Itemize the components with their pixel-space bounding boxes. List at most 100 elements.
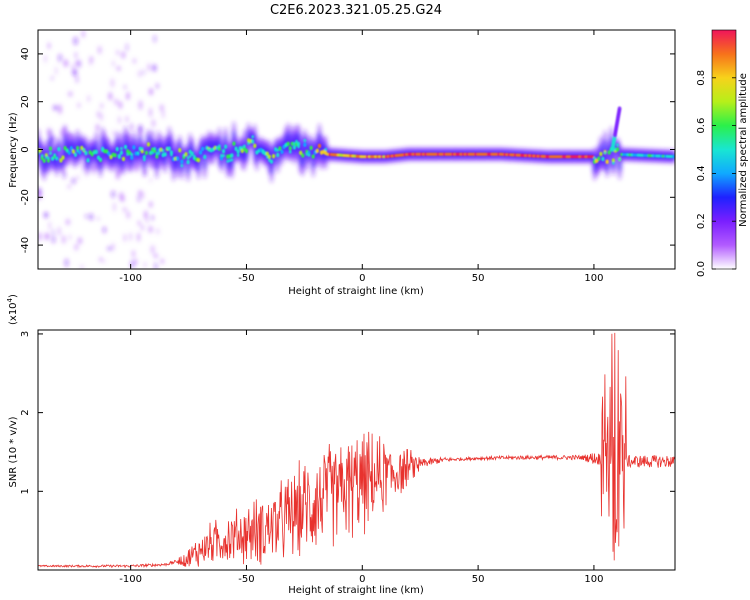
heatmap-cell	[76, 145, 80, 151]
heatmap-speckle	[77, 237, 83, 245]
spectrogram-ticks: -100 -50 0 50 100 -40 -20 0 20 40	[20, 30, 675, 284]
heatmap-branch-cell	[617, 106, 622, 112]
heatmap-cell	[303, 142, 307, 147]
heatmap-cell	[170, 153, 173, 157]
heatmap-cell	[140, 146, 144, 151]
heatmap-cell	[151, 151, 155, 155]
heatmap-speckle	[122, 207, 127, 213]
heatmap-cell	[236, 149, 240, 154]
heatmap-cell	[130, 155, 134, 160]
heatmap-speckle	[112, 130, 115, 136]
figure-title: C2E6.2023.321.05.25.G24	[270, 3, 442, 18]
heatmap-cell	[217, 144, 221, 148]
heatmap-speckle	[47, 42, 51, 50]
heatmap-speckle	[111, 242, 115, 252]
heatmap-speckle	[154, 262, 158, 269]
heatmap-cell	[593, 156, 597, 160]
heatmap-cell	[265, 151, 269, 156]
heatmap-cell	[61, 155, 65, 160]
heatmap-speckle	[97, 46, 102, 55]
spectrogram-heatmap	[38, 30, 675, 269]
colorbar-tick-label: 0.6	[696, 118, 707, 134]
x-tick-label: 0	[359, 273, 365, 284]
y-tick-label: 20	[20, 95, 31, 108]
heatmap-cell	[601, 156, 605, 162]
heatmap-cell	[121, 156, 126, 162]
heatmap-speckle	[81, 30, 85, 38]
heatmap-speckle	[121, 51, 126, 59]
heatmap-speckle	[67, 184, 71, 189]
colorbar-label: Normalized spectral amplitude	[738, 73, 749, 227]
snr-ticks: -100 -50 0 50 100 1 2 3	[20, 330, 675, 585]
heatmap-cell	[274, 147, 278, 151]
heatmap-cell	[236, 153, 240, 157]
heatmap-speckle	[61, 235, 67, 244]
y-tick-label: 40	[20, 48, 31, 61]
heatmap-cell	[119, 150, 123, 155]
heatmap-cell	[140, 149, 144, 154]
heatmap-cell	[230, 153, 234, 158]
heatmap-cell	[299, 150, 303, 156]
heatmap-cell	[290, 141, 294, 147]
heatmap-speckle	[112, 60, 115, 67]
heatmap-cell	[618, 157, 622, 161]
heatmap-speckle	[58, 104, 62, 115]
heatmap-speckle	[76, 175, 80, 180]
heatmap-speckle	[108, 92, 113, 101]
heatmap-cell	[232, 141, 236, 146]
heatmap-speckle	[150, 245, 156, 254]
heatmap-cell	[48, 146, 53, 151]
heatmap-speckle	[143, 210, 148, 220]
heatmap-cell	[615, 147, 620, 152]
heatmap-cell	[247, 141, 250, 146]
heatmap-speckle	[132, 58, 137, 64]
heatmap-cell	[184, 152, 188, 157]
heatmap-cell	[117, 155, 121, 159]
heatmap-speckle	[124, 85, 127, 90]
heatmap-cell	[251, 139, 255, 144]
heatmap-speckle	[147, 63, 151, 72]
heatmap-cell	[69, 146, 73, 151]
heatmap-cell	[124, 145, 127, 149]
heatmap-cell	[49, 151, 52, 155]
heatmap-cell	[167, 146, 171, 151]
heatmap-cell	[278, 146, 282, 151]
heatmap-cell	[605, 159, 609, 164]
colorbar-ticks: 0.0 0.2 0.4 0.6 0.8	[696, 70, 736, 277]
y-tick-label: 1	[20, 488, 31, 494]
heatmap-cell	[292, 145, 297, 150]
heatmap-cell	[113, 153, 117, 158]
heatmap-cell	[188, 154, 192, 158]
heatmap-speckle	[159, 104, 164, 112]
heatmap-cell	[180, 159, 184, 164]
heatmap-speckle	[162, 109, 165, 119]
snr-y-axis-label: SNR (10 * v/v)	[8, 416, 19, 487]
heatmap-speckle	[74, 243, 79, 251]
heatmap-cell	[161, 149, 165, 153]
heatmap-speckle	[52, 104, 58, 111]
spectrogram-panel: -100 -50 0 50 100 -40 -20 0 20 40 Height of strai…	[8, 29, 676, 297]
heatmap-cell	[55, 156, 59, 161]
heatmap-speckle	[137, 194, 141, 203]
heatmap-cell	[163, 153, 167, 157]
heatmap-cell	[153, 146, 157, 151]
y-tick-label: -40	[20, 237, 31, 253]
heatmap-speckle	[150, 215, 154, 221]
heatmap-cell	[199, 150, 203, 155]
heatmap-speckle	[95, 124, 100, 132]
heatmap-cell	[186, 159, 190, 165]
heatmap-speckle	[100, 112, 103, 122]
heatmap-cell	[149, 151, 152, 155]
heatmap-speckle	[146, 217, 149, 224]
heatmap-cell	[73, 152, 78, 158]
heatmap-speckle	[100, 103, 103, 109]
heatmap-speckle	[68, 91, 73, 97]
heatmap-speckle	[114, 98, 118, 106]
heatmap-cell	[211, 148, 215, 152]
heatmap-speckle	[43, 54, 47, 63]
heatmap-speckle	[110, 78, 115, 88]
heatmap-speckle	[151, 119, 156, 128]
heatmap-cell	[130, 152, 134, 156]
heatmap-cell	[251, 135, 255, 139]
